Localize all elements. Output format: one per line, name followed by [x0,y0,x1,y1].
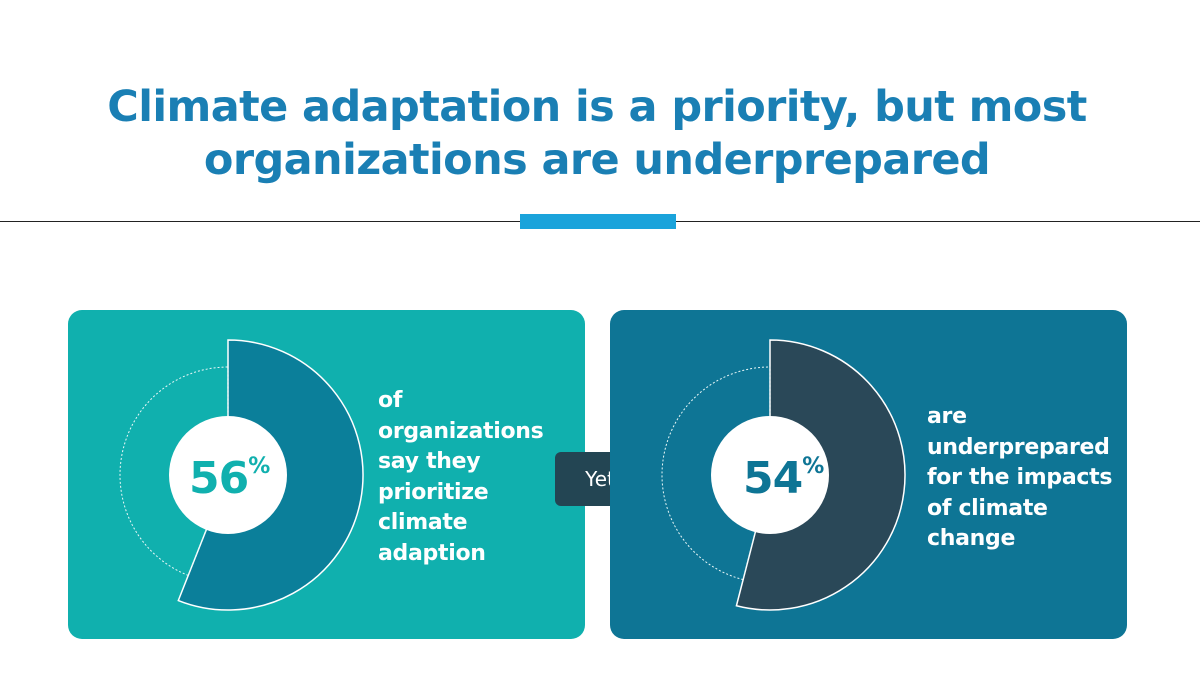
stat-card-underprepared: 54% are underprepared for the impacts of cl… [610,310,1127,639]
stat-text-line: are [927,404,967,429]
donut-remainder-prioritize [119,366,229,577]
stat-text-prioritize: of organizations say they prioritize climate… [378,386,544,569]
stat-text-underprepared: are underprepared for the impacts of climat… [927,402,1112,555]
stat-card-prioritize: 56% of organizations say they prioritize cli… [68,310,585,639]
stat-text-line: change [927,526,1016,551]
stat-text-line: climate [378,510,468,535]
stat-text-line: of [378,388,403,413]
stat-text-line: adaption [378,540,486,566]
stat-value-prioritize: 56% [189,456,270,501]
stat-number-underprepared: 54 [743,453,803,504]
stat-unit-prioritize: % [248,454,271,479]
page-title-line-1: Climate adaptation is a priority, but mo… [107,81,1087,132]
stat-unit-underprepared: % [802,454,825,479]
stat-value-underprepared: 54% [743,456,824,501]
donut-chart-underprepared [661,339,906,611]
page-title-line-2: organizations are underprepared [203,134,991,185]
stat-text-line: say they [378,449,481,474]
donut-center-underprepared [711,416,829,534]
donut-center-prioritize [169,416,287,534]
donut-chart-prioritize [119,339,364,611]
stat-text-line: underprepared [927,434,1110,460]
donut-remainder-underprepared [661,366,771,581]
stat-text-line: of climate [927,495,1048,521]
stat-text-line: prioritize [378,479,489,505]
page-title: Climate adaptation is a priority, but mo… [0,81,1194,187]
title-accent-bar [520,214,676,229]
stat-text-line: organizations [378,418,544,444]
stat-text-line: for the impacts [927,465,1113,490]
stat-number-prioritize: 56 [189,453,249,504]
